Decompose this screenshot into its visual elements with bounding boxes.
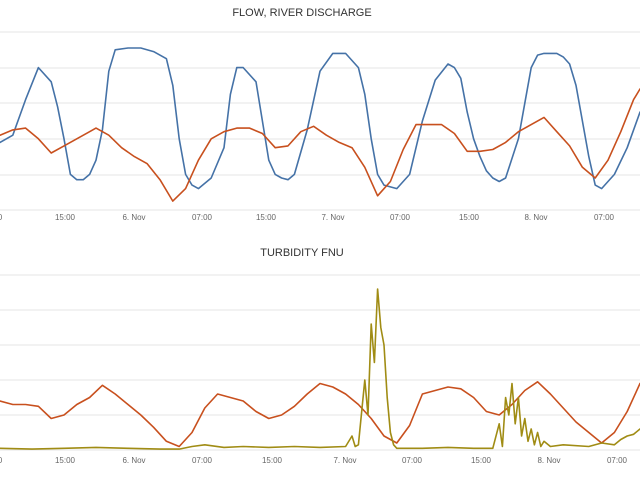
turbidity-x-tick-label: 07:00 bbox=[607, 456, 628, 465]
flow-x-tick-label: 0 bbox=[0, 213, 3, 222]
flow-series-line-2 bbox=[0, 88, 640, 202]
turbidity-chart-x-axis-ticks: 0 15:00 6. Nov 07:00 15:00 7. Nov 07:00 15:00 8.… bbox=[0, 456, 628, 465]
flow-chart: FLOW, RIVER DISCHARGE 0 15:00 6. Nov 07:00 1… bbox=[0, 7, 640, 222]
turbidity-chart-title: TURBIDITY FNU bbox=[260, 247, 344, 259]
flow-x-tick-label: 6. Nov bbox=[122, 213, 145, 222]
turbidity-x-tick-label: 15:00 bbox=[55, 456, 76, 465]
flow-chart-gridlines bbox=[0, 31, 640, 211]
turbidity-series-line-1 bbox=[0, 380, 640, 448]
flow-chart-series bbox=[0, 47, 640, 202]
flow-x-tick-label: 07:00 bbox=[390, 213, 411, 222]
turbidity-chart: TURBIDITY FNU 0 15:00 6. Nov 07:00 15:00 7. N… bbox=[0, 247, 640, 465]
flow-x-tick-label: 8. Nov bbox=[524, 213, 547, 222]
flow-x-tick-label: 15:00 bbox=[459, 213, 480, 222]
flow-series-line-1 bbox=[0, 47, 640, 190]
flow-x-tick-label: 7. Nov bbox=[321, 213, 344, 222]
flow-x-tick-label: 07:00 bbox=[192, 213, 213, 222]
flow-x-tick-label: 15:00 bbox=[55, 213, 76, 222]
flow-x-tick-label: 07:00 bbox=[594, 213, 615, 222]
turbidity-chart-gridlines bbox=[0, 274, 640, 451]
turbidity-x-tick-label: 15:00 bbox=[471, 456, 492, 465]
flow-x-tick-label: 15:00 bbox=[256, 213, 277, 222]
turbidity-x-tick-label: 7. Nov bbox=[333, 456, 356, 465]
turbidity-x-tick-label: 15:00 bbox=[262, 456, 283, 465]
turbidity-series-line-2 bbox=[0, 288, 640, 450]
turbidity-x-tick-label: 0 bbox=[0, 456, 3, 465]
flow-chart-title: FLOW, RIVER DISCHARGE bbox=[232, 7, 371, 19]
turbidity-chart-series bbox=[0, 288, 640, 450]
turbidity-x-tick-label: 6. Nov bbox=[122, 456, 145, 465]
flow-chart-x-axis-ticks: 0 15:00 6. Nov 07:00 15:00 7. Nov 07:00 15:00 8.… bbox=[0, 213, 615, 222]
turbidity-x-tick-label: 8. Nov bbox=[537, 456, 560, 465]
turbidity-x-tick-label: 07:00 bbox=[192, 456, 213, 465]
turbidity-x-tick-label: 07:00 bbox=[402, 456, 423, 465]
